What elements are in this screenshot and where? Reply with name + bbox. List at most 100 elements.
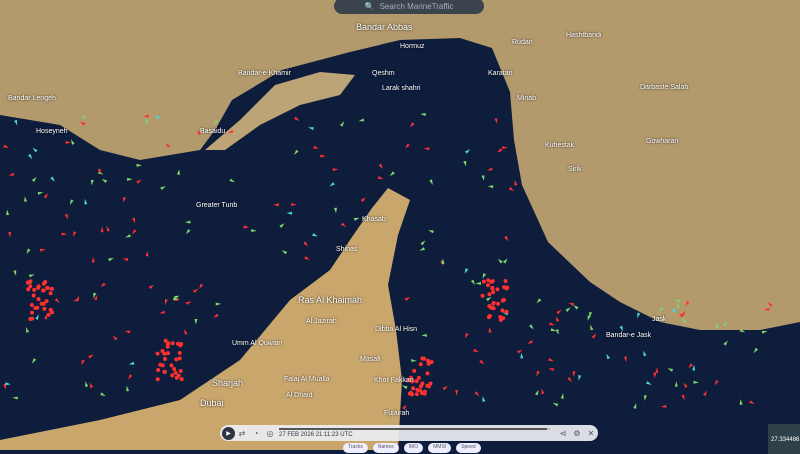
- vessel-marker[interactable]: [173, 297, 179, 301]
- vessel-marker[interactable]: [143, 114, 150, 118]
- vessel-marker[interactable]: [753, 347, 759, 354]
- search-input[interactable]: Search MarineTraffic: [379, 1, 454, 11]
- vessel-marker[interactable]: [548, 357, 554, 362]
- vessel-marker[interactable]: [61, 232, 68, 236]
- vessel-marker[interactable]: [79, 121, 86, 126]
- anchored-vessel-marker[interactable]: [26, 287, 31, 292]
- vessel-marker[interactable]: [81, 359, 85, 366]
- vessel-marker[interactable]: [520, 352, 524, 359]
- vessel-marker[interactable]: [552, 402, 559, 407]
- vessel-marker[interactable]: [550, 328, 557, 332]
- vessel-marker[interactable]: [70, 139, 75, 145]
- chip-names[interactable]: Names: [372, 443, 399, 453]
- anchored-vessel-marker[interactable]: [155, 377, 160, 382]
- vessel-marker[interactable]: [671, 308, 677, 313]
- vessel-marker[interactable]: [339, 121, 345, 127]
- anchored-vessel-marker[interactable]: [162, 351, 167, 356]
- anchored-vessel-marker[interactable]: [426, 384, 431, 389]
- anchored-vessel-marker[interactable]: [172, 366, 177, 371]
- anchored-vessel-marker[interactable]: [160, 349, 165, 354]
- vessel-marker[interactable]: [148, 284, 155, 290]
- vessel-marker[interactable]: [24, 196, 28, 202]
- vessel-marker[interactable]: [681, 394, 685, 401]
- vessel-marker[interactable]: [251, 229, 257, 233]
- vessel-marker[interactable]: [487, 167, 493, 171]
- vessel-marker[interactable]: [122, 258, 129, 262]
- anchored-vessel-marker[interactable]: [169, 363, 174, 368]
- vessel-marker[interactable]: [703, 390, 708, 397]
- vessel-marker[interactable]: [32, 147, 38, 153]
- anchored-vessel-marker[interactable]: [46, 312, 51, 317]
- vessel-marker[interactable]: [497, 258, 503, 264]
- vessel-marker[interactable]: [333, 207, 337, 214]
- anchored-vessel-marker[interactable]: [490, 286, 495, 291]
- anchored-vessel-marker[interactable]: [30, 316, 35, 321]
- anchored-vessel-marker[interactable]: [496, 301, 501, 306]
- vessel-marker[interactable]: [637, 312, 641, 319]
- vessel-marker[interactable]: [405, 143, 410, 149]
- chip-speed[interactable]: Speed: [456, 443, 481, 453]
- vessel-marker[interactable]: [536, 370, 540, 377]
- vessel-marker[interactable]: [229, 178, 236, 183]
- vessel-marker[interactable]: [688, 363, 694, 369]
- anchored-vessel-marker[interactable]: [179, 377, 184, 382]
- anchored-vessel-marker[interactable]: [175, 341, 180, 346]
- search-bar[interactable]: 🔍 Search MarineTraffic: [334, 0, 484, 14]
- anchored-vessel-marker[interactable]: [486, 278, 491, 283]
- vessel-marker[interactable]: [739, 399, 743, 405]
- vessel-marker[interactable]: [304, 256, 311, 260]
- vessel-marker[interactable]: [643, 350, 647, 357]
- vessel-marker[interactable]: [31, 176, 37, 182]
- vessel-marker[interactable]: [441, 258, 445, 265]
- vessel-marker[interactable]: [481, 175, 485, 181]
- vessel-marker[interactable]: [475, 281, 482, 285]
- anchored-vessel-marker[interactable]: [495, 287, 500, 292]
- vessel-marker[interactable]: [72, 298, 79, 302]
- vessel-marker[interactable]: [360, 197, 366, 203]
- vessel-marker[interactable]: [100, 392, 106, 397]
- anchored-vessel-marker[interactable]: [414, 379, 419, 384]
- vessel-marker[interactable]: [185, 301, 192, 305]
- anchored-vessel-marker[interactable]: [502, 297, 507, 302]
- vessel-marker[interactable]: [88, 354, 94, 359]
- vessel-marker[interactable]: [124, 330, 131, 334]
- anchored-vessel-marker[interactable]: [166, 351, 171, 356]
- vessel-marker[interactable]: [486, 296, 492, 302]
- gear-icon[interactable]: ⚙: [573, 428, 581, 438]
- vessel-marker[interactable]: [420, 113, 426, 117]
- vessel-marker[interactable]: [294, 116, 300, 121]
- vessel-marker[interactable]: [291, 202, 297, 206]
- vessel-marker[interactable]: [482, 396, 486, 402]
- swap-icon[interactable]: ⇄: [238, 428, 246, 438]
- anchored-vessel-marker[interactable]: [156, 367, 161, 372]
- anchored-vessel-marker[interactable]: [481, 279, 486, 284]
- anchored-vessel-marker[interactable]: [480, 293, 485, 298]
- vessel-marker[interactable]: [164, 298, 168, 305]
- vessel-marker[interactable]: [529, 324, 534, 330]
- anchored-vessel-marker[interactable]: [45, 285, 50, 290]
- vessel-marker[interactable]: [470, 279, 476, 286]
- vessel-marker[interactable]: [573, 304, 579, 310]
- vessel-marker[interactable]: [536, 298, 542, 304]
- anchored-vessel-marker[interactable]: [485, 283, 490, 288]
- vessel-marker[interactable]: [132, 217, 136, 224]
- anchored-vessel-marker[interactable]: [174, 357, 179, 362]
- vessel-marker[interactable]: [81, 113, 85, 120]
- vessel-marker[interactable]: [159, 310, 166, 314]
- vessel-marker[interactable]: [587, 315, 591, 321]
- anchored-vessel-marker[interactable]: [491, 306, 496, 311]
- vessel-marker[interactable]: [555, 329, 559, 335]
- share-icon[interactable]: ⊲: [559, 428, 567, 438]
- anchored-vessel-marker[interactable]: [44, 299, 49, 304]
- vessel-marker[interactable]: [39, 248, 46, 252]
- vessel-marker[interactable]: [186, 228, 191, 235]
- anchored-vessel-marker[interactable]: [39, 301, 44, 306]
- anchored-vessel-marker[interactable]: [28, 279, 33, 284]
- vessel-marker[interactable]: [502, 258, 508, 264]
- anchored-vessel-marker[interactable]: [490, 279, 495, 284]
- vessel-marker[interactable]: [5, 382, 11, 386]
- play-button[interactable]: ▶: [222, 426, 235, 440]
- vessel-marker[interactable]: [100, 226, 104, 233]
- vessel-marker[interactable]: [329, 182, 335, 187]
- vessel-marker[interactable]: [160, 186, 166, 190]
